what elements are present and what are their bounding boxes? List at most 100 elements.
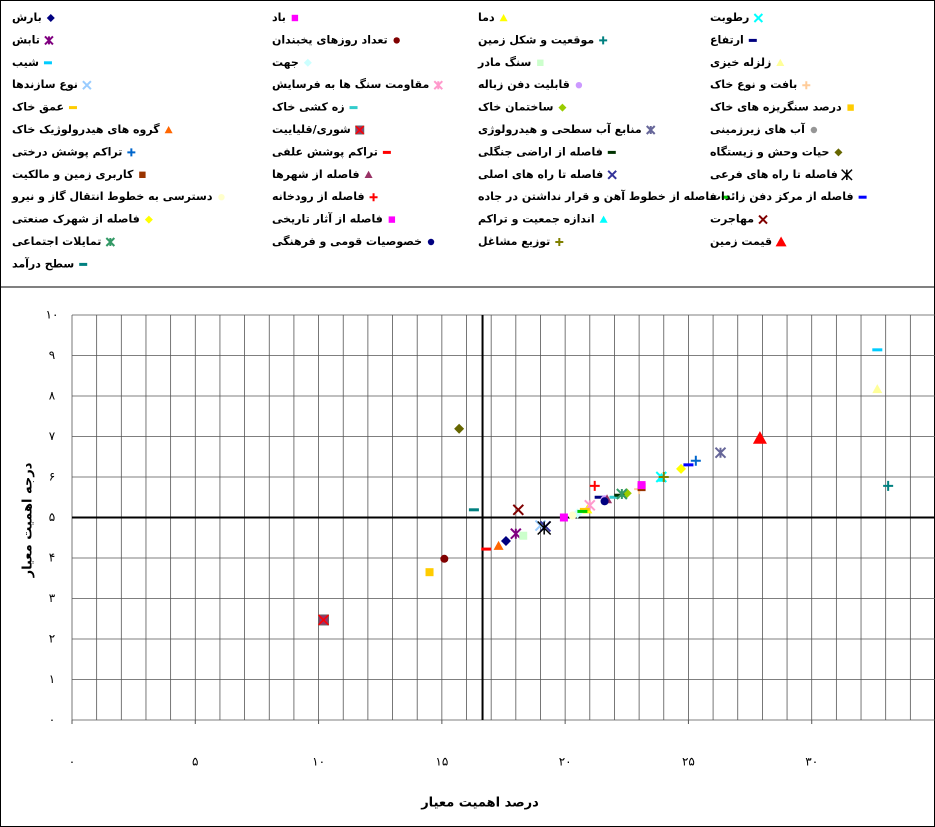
data-point <box>600 497 609 506</box>
legend-label: موقعیت و شکل زمین <box>478 33 594 46</box>
legend-label: مهاجرت <box>710 213 754 226</box>
marker-part <box>714 446 727 459</box>
y-tick-label: ۳ <box>49 591 56 605</box>
y-tick-label: ۹ <box>49 348 55 362</box>
data-point <box>883 480 894 491</box>
legend-marker <box>841 169 853 181</box>
legend-label: قیمت زمین <box>710 235 772 248</box>
legend-label: زه کشی خاک <box>272 101 345 114</box>
marker-part <box>382 150 391 154</box>
marker-part <box>388 216 396 223</box>
marker-part <box>599 215 608 223</box>
data-point <box>690 455 701 466</box>
marker-part <box>291 14 299 22</box>
legend-label: فاصله از رودخانه <box>272 190 365 203</box>
marker-part <box>82 80 92 90</box>
legend-label: سطح درآمد <box>12 256 74 270</box>
marker-part <box>758 214 768 225</box>
y-tick-label: ۰ <box>49 713 55 727</box>
legend-label: بارش <box>12 11 42 24</box>
data-point <box>609 495 620 499</box>
legend-marker <box>847 104 854 111</box>
marker-part <box>577 509 588 513</box>
legend-marker <box>776 58 785 66</box>
data-point <box>454 423 465 434</box>
data-point <box>676 463 687 474</box>
legend-label: گروه های هیدرولوژیک خاک <box>12 123 160 136</box>
marker-part <box>218 194 225 201</box>
y-tick-label: ۲ <box>49 632 55 646</box>
marker-part <box>46 14 55 22</box>
legend-marker <box>599 36 608 45</box>
legend-marker <box>748 38 757 42</box>
legend-marker <box>427 238 435 246</box>
data-point <box>616 488 628 500</box>
marker-part <box>317 614 330 626</box>
marker-part <box>555 238 564 246</box>
marker-part <box>349 106 358 110</box>
marker-part <box>834 148 843 157</box>
data-point <box>872 348 883 352</box>
marker-part <box>607 170 617 180</box>
legend-marker <box>139 171 146 178</box>
data-point <box>577 509 588 513</box>
legend-marker <box>44 35 54 46</box>
legend-label: فاصله از شهرها <box>272 168 360 181</box>
y-tick-label: ۵ <box>49 510 55 524</box>
legend-label: حیات وحش و زیستگاه <box>710 145 829 158</box>
legend-marker <box>834 148 843 157</box>
marker-part <box>609 495 620 499</box>
legend-marker <box>364 170 373 178</box>
x-axis-title: درصد اهمیت معیار <box>420 796 539 811</box>
marker-part <box>537 520 552 536</box>
marker-part <box>690 455 701 466</box>
legend-label: جهت <box>272 56 299 69</box>
legend-label: فاصله از آثار تاریخی <box>272 212 383 226</box>
data-point <box>512 504 525 516</box>
x-tick-label: ۲۵ <box>682 755 695 769</box>
marker-part <box>79 262 88 266</box>
marker-part <box>510 527 522 540</box>
marker-part <box>872 384 883 394</box>
legend-label: نوع سازندها <box>12 78 78 91</box>
marker-part <box>559 513 568 522</box>
marker-part <box>43 61 52 65</box>
legend-marker <box>575 82 583 89</box>
marker-part <box>646 125 656 135</box>
marker-part <box>599 36 608 45</box>
legend-label: ارتفاع <box>710 33 744 46</box>
marker-part <box>847 104 854 111</box>
legend-marker <box>599 215 608 223</box>
marker-part <box>568 511 577 520</box>
data-point <box>440 554 449 563</box>
data-point <box>568 511 577 520</box>
marker-part <box>579 507 590 511</box>
marker-part <box>676 463 687 474</box>
marker-part <box>44 35 54 46</box>
legend-label: منابع آب سطحی و هیدرولوژی <box>478 122 642 136</box>
legend-marker <box>355 125 365 135</box>
marker-part <box>355 125 365 135</box>
marker-part <box>776 58 785 66</box>
marker-part <box>616 488 628 500</box>
legend-marker <box>43 61 52 65</box>
legend-marker <box>127 148 136 157</box>
legend-label: تراکم پوشش درختی <box>12 145 122 158</box>
legend-marker <box>144 215 153 224</box>
data-point <box>317 614 330 626</box>
legend-marker <box>607 150 616 154</box>
marker-part <box>752 431 767 444</box>
legend-marker <box>388 216 396 223</box>
marker-part <box>425 568 434 577</box>
marker-part <box>600 497 609 506</box>
y-tick-label: ۴ <box>49 551 55 565</box>
legend-label: توزیع مشاغل <box>478 235 550 248</box>
legend-label: تراکم پوشش علفی <box>272 145 378 158</box>
marker-part <box>637 481 646 490</box>
marker-part <box>68 106 77 110</box>
x-tick-label: ۵ <box>192 755 198 769</box>
legend-label: خصوصیات قومی و فرهنگی <box>272 235 422 248</box>
marker-part <box>493 540 504 550</box>
x-tick-label: ۲۰ <box>559 755 572 769</box>
legend-label: مقاومت سنگ ها به فرسایش <box>272 77 429 91</box>
